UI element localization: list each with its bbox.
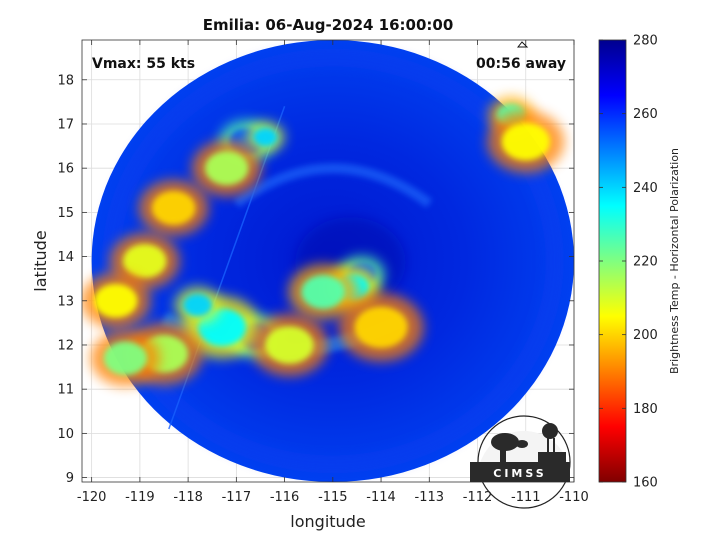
x-tick-label: -118 xyxy=(173,490,203,505)
y-tick-label: 14 xyxy=(57,250,74,265)
colorbar-tick-label: 160 xyxy=(633,476,658,491)
logo-text: CIMSS xyxy=(493,467,546,480)
convective-feature xyxy=(151,191,196,225)
colorbar-tick-label: 200 xyxy=(633,328,658,343)
x-tick-label: -119 xyxy=(125,490,155,505)
y-tick-label: 16 xyxy=(57,162,74,177)
convective-feature xyxy=(265,326,314,364)
convective-feature xyxy=(94,283,138,318)
colorbar-tick-label: 280 xyxy=(633,34,658,49)
rain-band xyxy=(233,163,433,208)
colorbar-tick-label: 240 xyxy=(633,181,658,196)
cimss-logo: CIMSS xyxy=(470,415,571,509)
x-tick-label: -110 xyxy=(559,490,589,505)
y-tick-label: 12 xyxy=(57,338,74,353)
y-tick-label: 9 xyxy=(66,471,74,486)
y-tick-label: 13 xyxy=(57,294,74,309)
x-tick-label: -113 xyxy=(415,490,445,505)
storm-marker-icon xyxy=(516,41,529,48)
convective-feature xyxy=(501,122,550,161)
convective-feature xyxy=(205,151,249,186)
convective-features xyxy=(82,96,565,387)
y-axis: 9 10 11 12 13 14 15 16 17 18 xyxy=(57,73,574,486)
x-tick-label: -114 xyxy=(366,490,396,505)
y-tick-label: 18 xyxy=(57,73,74,88)
y-tick-label: 15 xyxy=(57,206,74,221)
x-tick-label: -116 xyxy=(270,490,300,505)
x-tick-label: -111 xyxy=(511,490,541,505)
chart-title: Emilia: 06-Aug-2024 16:00:00 xyxy=(203,16,454,34)
x-tick-label: -115 xyxy=(318,490,348,505)
colorbar-label: Brightness Temp - Horizontal Polarizatio… xyxy=(668,148,681,374)
time-offset-annotation: 00:56 away xyxy=(476,56,566,72)
colorbar-ticks: 160 180 200 220 240 260 280 xyxy=(599,34,658,491)
x-tick-label: -112 xyxy=(463,490,493,505)
y-tick-label: 10 xyxy=(57,427,74,442)
colorbar-tick-label: 260 xyxy=(633,107,658,122)
x-tick-label: -120 xyxy=(77,490,107,505)
vmax-annotation: Vmax: 55 kts xyxy=(92,56,195,72)
colorbar xyxy=(598,39,627,483)
convective-feature xyxy=(301,275,345,309)
convective-feature xyxy=(103,341,148,376)
x-axis-label: longitude xyxy=(290,512,365,531)
x-tick-label: -117 xyxy=(222,490,252,505)
colorbar-tick-label: 220 xyxy=(633,255,658,270)
y-tick-label: 17 xyxy=(57,117,74,132)
convective-feature xyxy=(183,293,213,317)
convective-feature xyxy=(123,244,167,278)
y-axis-label: latitude xyxy=(31,230,50,291)
convective-feature xyxy=(354,306,408,348)
colorbar-tick-label: 180 xyxy=(633,402,658,417)
y-tick-label: 11 xyxy=(57,383,74,398)
plot-frame xyxy=(81,39,575,483)
convective-feature xyxy=(253,127,278,147)
